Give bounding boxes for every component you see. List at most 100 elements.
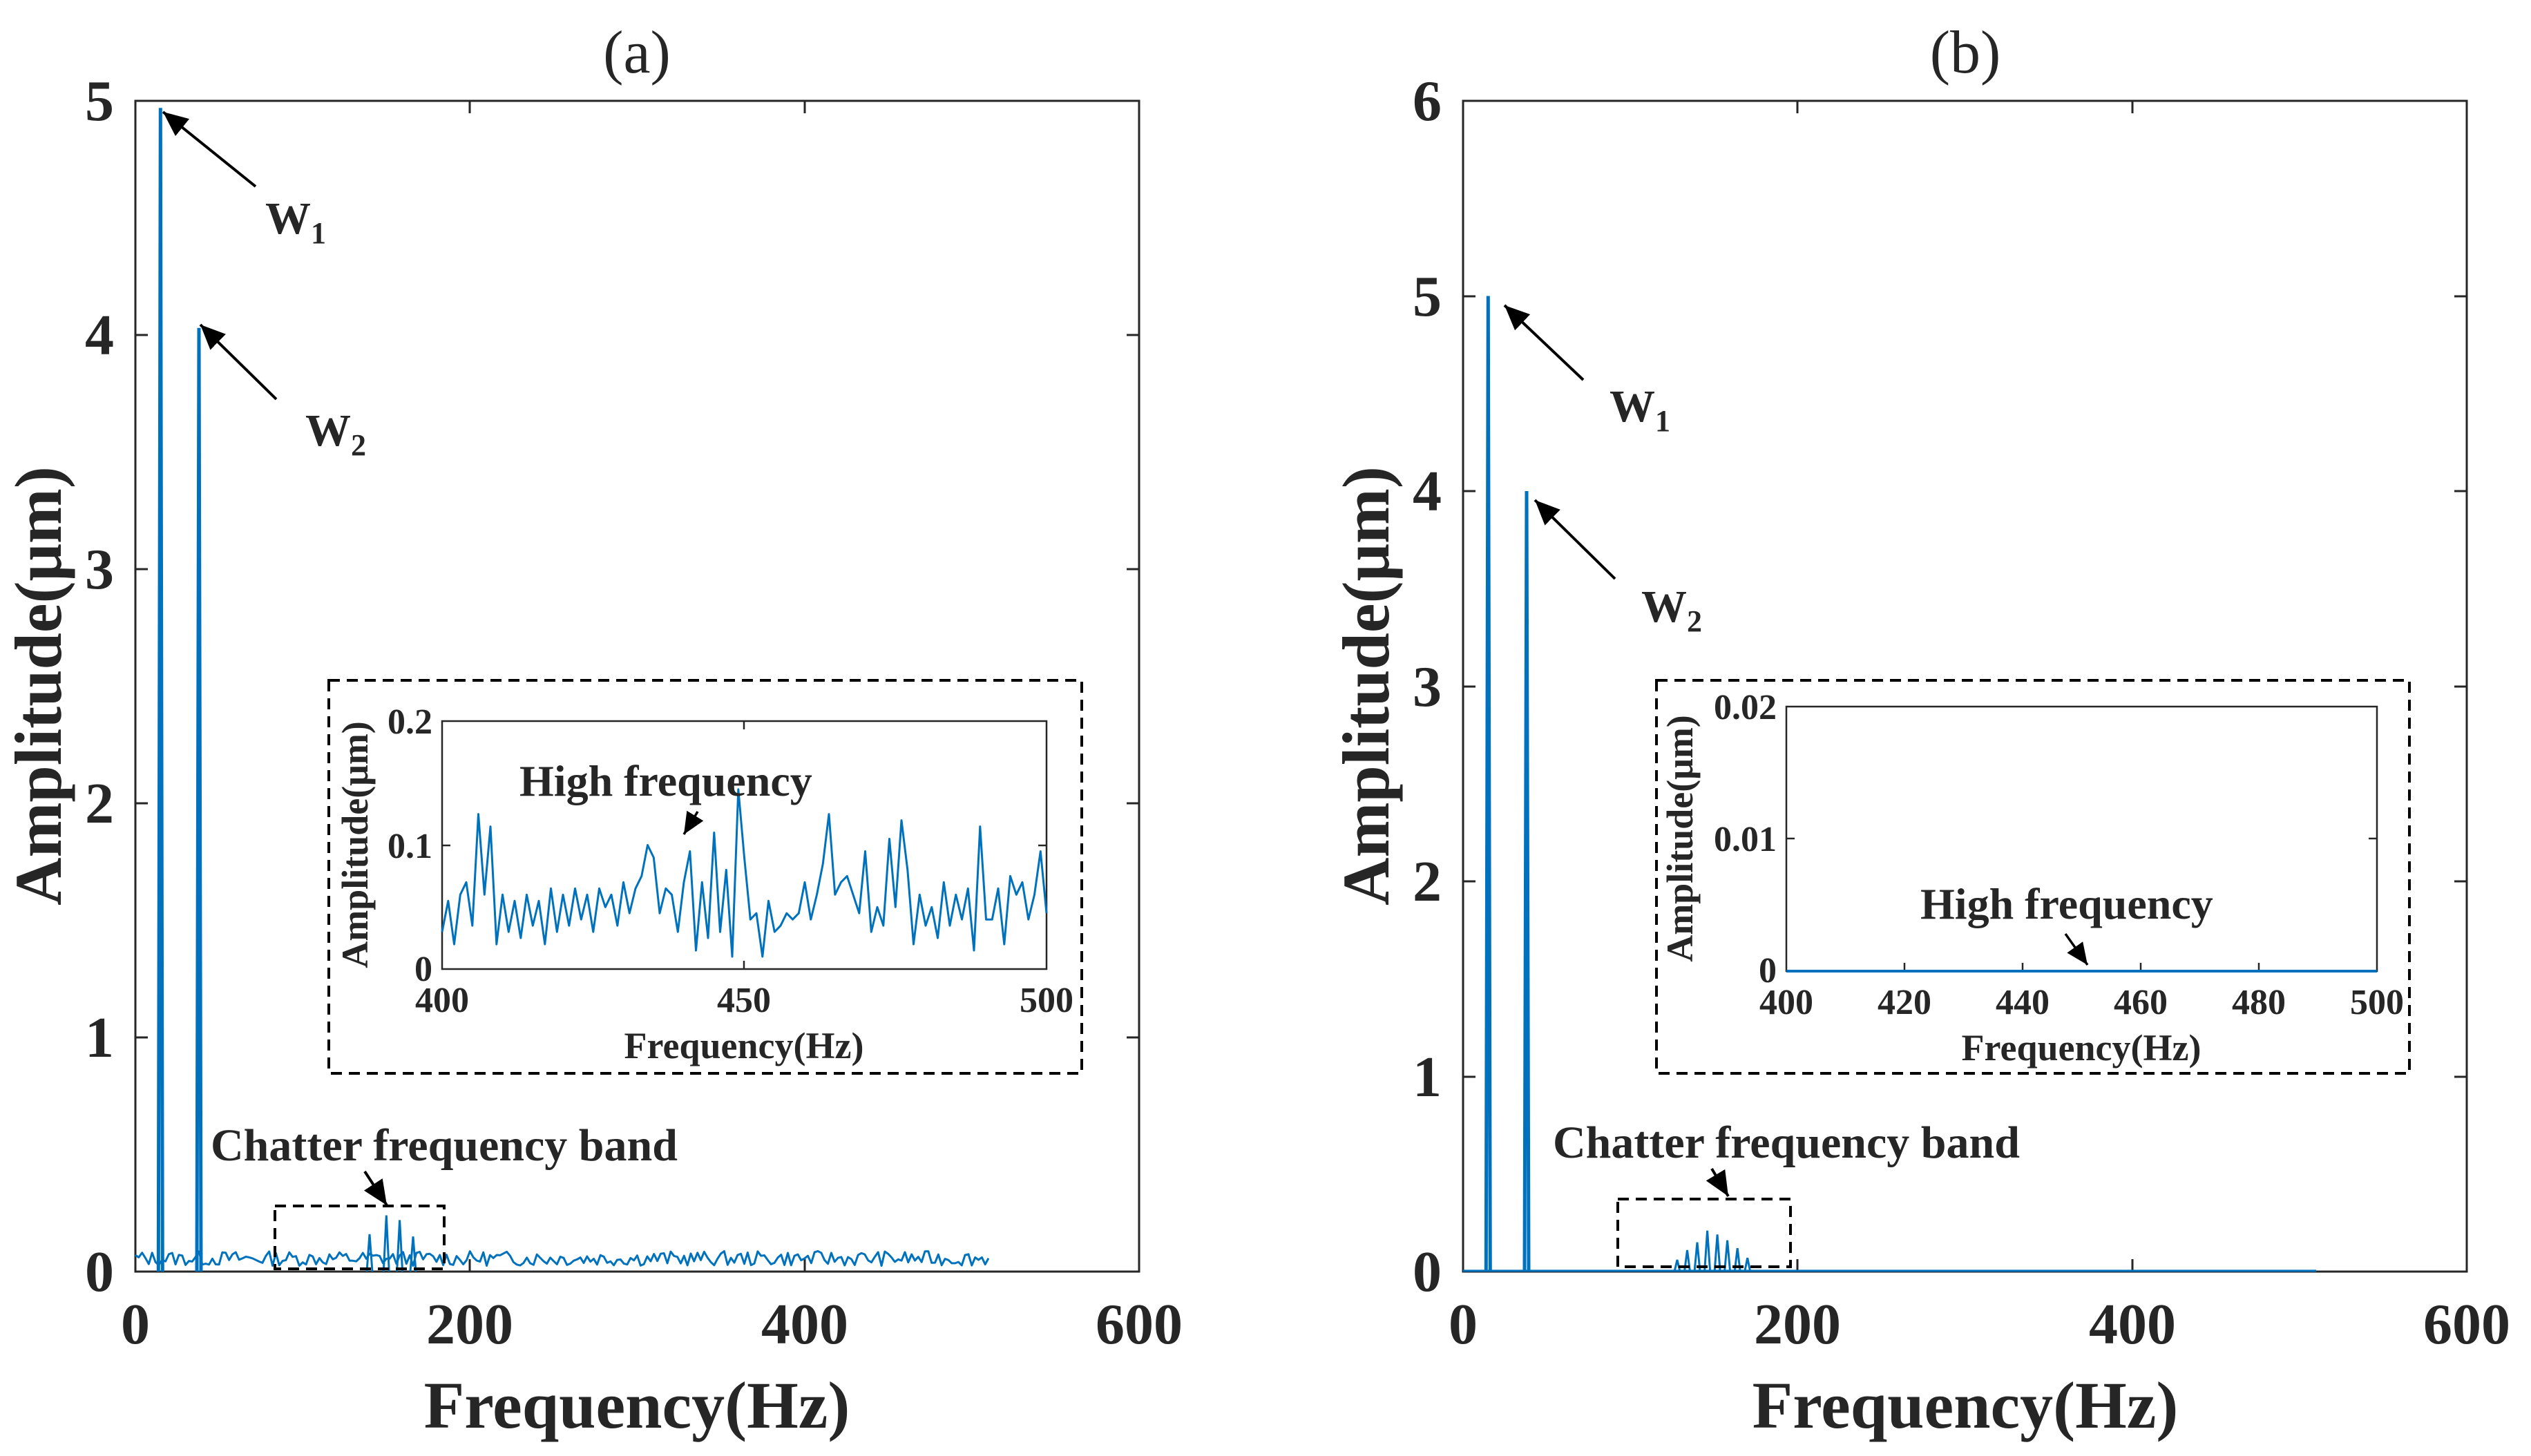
panel-b-ytick-labels: 0 1 2 3 4 5 6 [1413, 69, 1442, 1304]
panel-a-ytick-labels: 0 1 2 3 4 5 [85, 69, 114, 1304]
panel-b-y-axis-label: Amplitude(μm) [1329, 466, 1403, 906]
panel-a-x-axis-label: Frequency(Hz) [424, 1368, 850, 1442]
panel-a-xtick-label: 600 [1096, 1292, 1183, 1357]
panel-b-peak-w2-line [1522, 490, 1531, 1272]
panel-a-inset-xtick-label: 450 [717, 981, 771, 1020]
panel-b-inset-xtick-label: 500 [2350, 983, 2404, 1022]
panel-a-ytick-label: 2 [85, 772, 114, 836]
panel-b-chatter-band-box [1616, 1198, 1792, 1268]
panel-b-inset-ytick-label: 0 [1759, 951, 1777, 990]
panel-a-plot-frame [134, 99, 1140, 1273]
panel-a-inset-ytick-label: 0 [414, 950, 432, 989]
panel-a-ytick-label: 5 [85, 69, 114, 133]
panel-b-chatter-band-arrow [1706, 1167, 1730, 1198]
panel-a-inset-ytick-label: 0.2 [388, 702, 432, 742]
panel-a-peak-w1-line [156, 108, 164, 1272]
panel-a-x-ticks [468, 101, 806, 1272]
panel-b-w1-subscript: 1 [1655, 404, 1670, 438]
panel-b-x-axis-label: Frequency(Hz) [1752, 1368, 2179, 1442]
panel-a-inset-ytick-label: 0.1 [388, 827, 432, 866]
panel-b-w2-subscript: 2 [1687, 604, 1702, 638]
panel-b-ytick-label: 3 [1413, 655, 1442, 719]
panel-a-w2-label: W2 [305, 405, 366, 462]
panel-a-inset-xtick-label: 500 [1020, 981, 1073, 1020]
panel-a-peak-w2-line [195, 327, 203, 1272]
panel-b-inset-annotation: High frequency [1920, 879, 2213, 928]
panel-b-w2-arrow [1534, 499, 1616, 580]
panel-b-inset-xtick-label: 420 [1878, 983, 1931, 1022]
chatter-peak-mark [365, 1234, 374, 1272]
panel-a-y-ticks [135, 334, 1139, 1273]
chatter-peak-mark [1713, 1234, 1721, 1272]
panel-a-w2-arrow [199, 323, 278, 401]
panel-a-w1-label: W1 [265, 193, 326, 250]
chatter-peak-mark [382, 1215, 390, 1272]
panel-a-chatter-peaks [365, 1215, 417, 1272]
chatter-peak-mark [1744, 1257, 1752, 1272]
chatter-peak-mark [1703, 1230, 1712, 1272]
panel-b-chatter-band-label: Chatter frequency band [1553, 1118, 2020, 1168]
panel-a-inset-annotation: High frequency [519, 756, 812, 805]
chatter-peak-mark [409, 1236, 417, 1272]
panel-b-xtick-label: 0 [1449, 1292, 1478, 1357]
panel-b: (b) 0 1 2 3 4 5 6 [1329, 19, 2510, 1442]
panel-b-x-ticks [1796, 101, 2134, 1272]
panel-a-inset-y-axis-label: Amplitude(μm) [334, 721, 376, 968]
panel-b-w2-letter: W [1641, 582, 1687, 632]
panel-b-y-ticks [1463, 295, 2467, 1078]
panel-b-inset-y-axis-label: Amplitude(μm) [1659, 715, 1701, 962]
panel-a-w1-arrow [162, 111, 257, 188]
panel-a-xtick-labels: 0 200 400 600 [121, 1292, 1183, 1357]
panel-a-xtick-label: 200 [426, 1292, 513, 1357]
panel-a-chatter-band-arrow [363, 1170, 388, 1207]
panel-a-ytick-label: 1 [85, 1006, 114, 1070]
panel-a-w2-letter: W [305, 405, 351, 456]
panel-a-inset-annotation-arrow [682, 810, 704, 835]
panel-b-w1-label: W1 [1610, 381, 1670, 438]
panel-a-spectrum-line [135, 1249, 990, 1267]
panel-b-peak-w1-line [1484, 296, 1492, 1272]
panel-a-w2-subscript: 2 [351, 428, 366, 462]
panel-a-title: (a) [603, 19, 671, 86]
panel-a-w1-letter: W [265, 193, 311, 244]
panel-a-chatter-band-box [274, 1205, 446, 1270]
panel-b-xtick-label: 200 [1754, 1292, 1841, 1357]
panel-b-w1-arrow [1503, 304, 1585, 381]
panel-b-inset-x-axis-label: Frequency(Hz) [1962, 1027, 2202, 1069]
panel-a-inset: 0 0.1 0.2 400 450 500 Frequency(Hz) Ampl… [334, 702, 1073, 1066]
panel-a-ytick-label: 3 [85, 537, 114, 602]
panel-b-xtick-label: 600 [2423, 1292, 2510, 1357]
panel-b-title: (b) [1930, 19, 2001, 86]
panel-b-ytick-label: 0 [1413, 1240, 1442, 1304]
panel-b-inset-xtick-label: 440 [1996, 983, 2050, 1022]
chatter-peak-mark [1723, 1240, 1732, 1272]
chatter-peak-mark [396, 1220, 404, 1272]
panel-b-inset-xtick-label: 460 [2114, 983, 2168, 1022]
panel-b-w2-label: W2 [1641, 582, 1702, 638]
chatter-peak-mark [1733, 1247, 1741, 1272]
panel-a-inset-spectrum-line [441, 788, 1048, 958]
panel-a: (a) 0 1 2 3 4 5 [1, 19, 1183, 1442]
panel-b-inset-xtick-label: 400 [1759, 983, 1813, 1022]
panel-b-ytick-label: 6 [1413, 69, 1442, 133]
panel-b-inset-ytick-label: 0.01 [1714, 820, 1777, 859]
panel-b-inset-xtick-label: 480 [2232, 983, 2286, 1022]
panel-a-chatter-band-label: Chatter frequency band [211, 1120, 678, 1171]
chatter-peak-mark [1693, 1242, 1701, 1272]
panel-a-inset-x-axis-label: Frequency(Hz) [624, 1025, 864, 1066]
panel-a-inset-ticks [442, 721, 1047, 969]
panel-a-y-axis-label: Amplitude(μm) [1, 466, 75, 906]
panel-a-xtick-label: 0 [121, 1292, 150, 1357]
panel-a-xtick-label: 400 [761, 1292, 848, 1357]
panel-b-xtick-labels: 0 200 400 600 [1449, 1292, 2510, 1357]
panel-a-inset-xtick-label: 400 [415, 981, 469, 1020]
panel-b-w1-letter: W [1610, 381, 1655, 432]
panel-b-inset-annotation-arrow [2064, 932, 2089, 966]
panel-b-plot-frame [1462, 99, 2468, 1273]
panel-a-ytick-label: 4 [85, 303, 114, 367]
panel-b-ytick-label: 1 [1413, 1045, 1442, 1109]
panel-b-ytick-label: 5 [1413, 265, 1442, 329]
panel-a-w1-subscript: 1 [311, 216, 326, 250]
panel-a-ytick-label: 0 [85, 1240, 114, 1304]
